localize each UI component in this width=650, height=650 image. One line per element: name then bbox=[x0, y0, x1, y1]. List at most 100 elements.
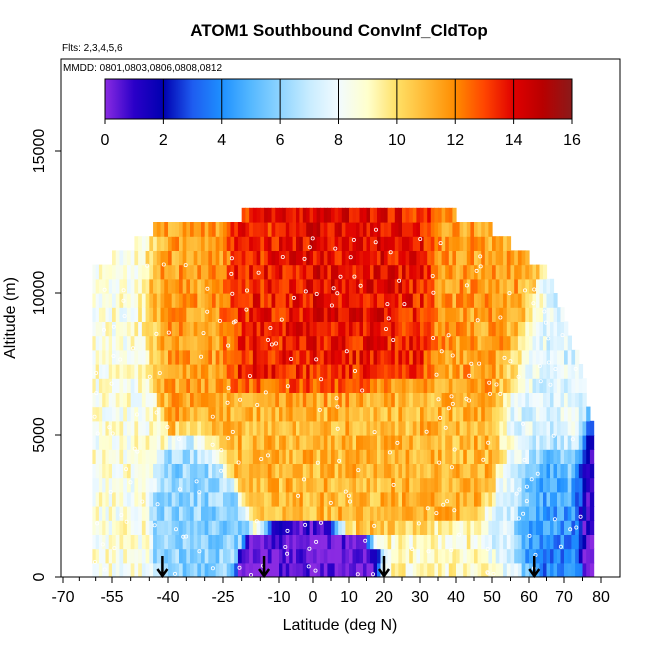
heatmap-cell bbox=[156, 420, 162, 436]
heatmap-cell bbox=[409, 293, 414, 308]
heatmap-cell bbox=[260, 321, 265, 337]
heatmap-cell bbox=[438, 449, 443, 464]
sample-marker bbox=[498, 391, 503, 396]
heatmap-cell bbox=[171, 236, 176, 251]
heatmap-cell bbox=[560, 491, 565, 507]
heatmap-cell bbox=[95, 392, 100, 408]
heatmap-cell bbox=[438, 534, 443, 550]
heatmap-cell bbox=[363, 349, 368, 365]
heatmap-cell bbox=[434, 506, 439, 521]
heatmap-cell bbox=[249, 548, 254, 564]
heatmap-cell bbox=[323, 406, 328, 422]
heatmap-cell bbox=[398, 520, 403, 535]
sample-marker bbox=[280, 254, 285, 259]
heatmap-cell bbox=[201, 321, 206, 337]
heatmap-cell bbox=[156, 349, 162, 365]
heatmap-cell bbox=[553, 349, 558, 365]
heatmap-cell bbox=[141, 264, 147, 280]
heatmap-cell bbox=[141, 548, 147, 564]
heatmap-cell bbox=[503, 520, 508, 535]
heatmap-cell bbox=[112, 477, 117, 493]
heatmap-cell bbox=[182, 534, 187, 550]
heatmap-cell bbox=[420, 463, 425, 479]
heatmap-cell bbox=[564, 449, 569, 464]
heatmap-cell bbox=[405, 250, 410, 266]
heatmap-cell bbox=[190, 406, 195, 422]
heatmap-cell bbox=[391, 491, 396, 507]
heatmap-cell bbox=[201, 562, 206, 577]
heatmap-cell bbox=[234, 449, 239, 464]
heatmap-cell bbox=[394, 264, 399, 280]
heatmap-cell bbox=[98, 463, 103, 479]
heatmap-cell bbox=[564, 420, 569, 436]
heatmap-cell bbox=[156, 506, 162, 521]
heatmap-cell bbox=[302, 349, 307, 365]
heatmap-cell bbox=[345, 435, 350, 450]
sample-marker bbox=[425, 506, 430, 511]
heatmap-cell bbox=[320, 307, 325, 322]
heatmap-cell bbox=[296, 477, 300, 493]
heatmap-cell bbox=[466, 222, 471, 237]
heatmap-cell bbox=[441, 250, 446, 266]
heatmap-cell bbox=[215, 307, 220, 322]
heatmap-cell bbox=[320, 207, 325, 223]
heatmap-cell bbox=[539, 420, 544, 436]
sample-marker bbox=[291, 295, 296, 300]
heatmap-cell bbox=[313, 506, 318, 521]
sample-marker bbox=[183, 263, 188, 268]
sample-marker bbox=[165, 424, 170, 429]
heatmap-cell bbox=[377, 477, 382, 493]
heatmap-cell bbox=[434, 392, 439, 408]
heatmap-cell bbox=[341, 222, 346, 237]
heatmap-cell bbox=[208, 364, 213, 379]
heatmap-cell bbox=[186, 463, 191, 479]
heatmap-cell bbox=[316, 520, 321, 535]
heatmap-cell bbox=[484, 307, 489, 322]
heatmap-cell bbox=[341, 520, 346, 535]
heatmap-cell bbox=[334, 222, 339, 237]
heatmap-cell bbox=[550, 449, 555, 464]
heatmap-cell bbox=[352, 435, 357, 450]
heatmap-cell bbox=[323, 222, 328, 237]
heatmap-cell bbox=[445, 562, 450, 577]
heatmap-cell bbox=[359, 449, 364, 464]
heatmap-cell bbox=[352, 562, 357, 577]
heatmap-cell bbox=[334, 364, 339, 379]
heatmap-cell bbox=[299, 449, 304, 464]
heatmap-cell bbox=[492, 293, 497, 308]
heatmap-cell bbox=[434, 222, 439, 237]
heatmap-cell bbox=[499, 435, 504, 450]
heatmap-cell bbox=[423, 506, 428, 521]
heatmap-cell bbox=[550, 520, 555, 535]
heatmap-cell bbox=[510, 392, 515, 408]
heatmap-cell bbox=[153, 236, 158, 251]
heatmap-cell bbox=[503, 250, 508, 266]
heatmap-cell bbox=[271, 222, 276, 237]
heatmap-cell bbox=[323, 548, 328, 564]
heatmap-cell bbox=[241, 392, 246, 408]
heatmap-cell bbox=[470, 562, 475, 577]
x-tick-label: 40 bbox=[447, 589, 465, 606]
heatmap-cell bbox=[105, 321, 110, 337]
heatmap-cell bbox=[470, 335, 475, 351]
heatmap-cell bbox=[359, 207, 364, 223]
heatmap-cell bbox=[373, 392, 378, 408]
heatmap-cell bbox=[420, 449, 425, 464]
sample-marker bbox=[487, 380, 492, 385]
heatmap-cell bbox=[256, 264, 261, 280]
heatmap-cell bbox=[481, 506, 486, 521]
heatmap-cell bbox=[338, 463, 343, 479]
heatmap-cell bbox=[264, 548, 269, 564]
heatmap-cell bbox=[387, 250, 392, 266]
heatmap-cell bbox=[402, 222, 407, 237]
sample-marker bbox=[445, 499, 450, 504]
heatmap-cell bbox=[427, 250, 432, 266]
heatmap-cell bbox=[237, 250, 243, 266]
heatmap-cell bbox=[271, 349, 276, 365]
sample-marker bbox=[446, 333, 451, 338]
colorbar-tick-label: 12 bbox=[446, 132, 464, 149]
heatmap-cell bbox=[260, 335, 265, 351]
heatmap-cell bbox=[241, 250, 246, 266]
sample-marker bbox=[331, 286, 336, 291]
heatmap-cell bbox=[119, 364, 124, 379]
